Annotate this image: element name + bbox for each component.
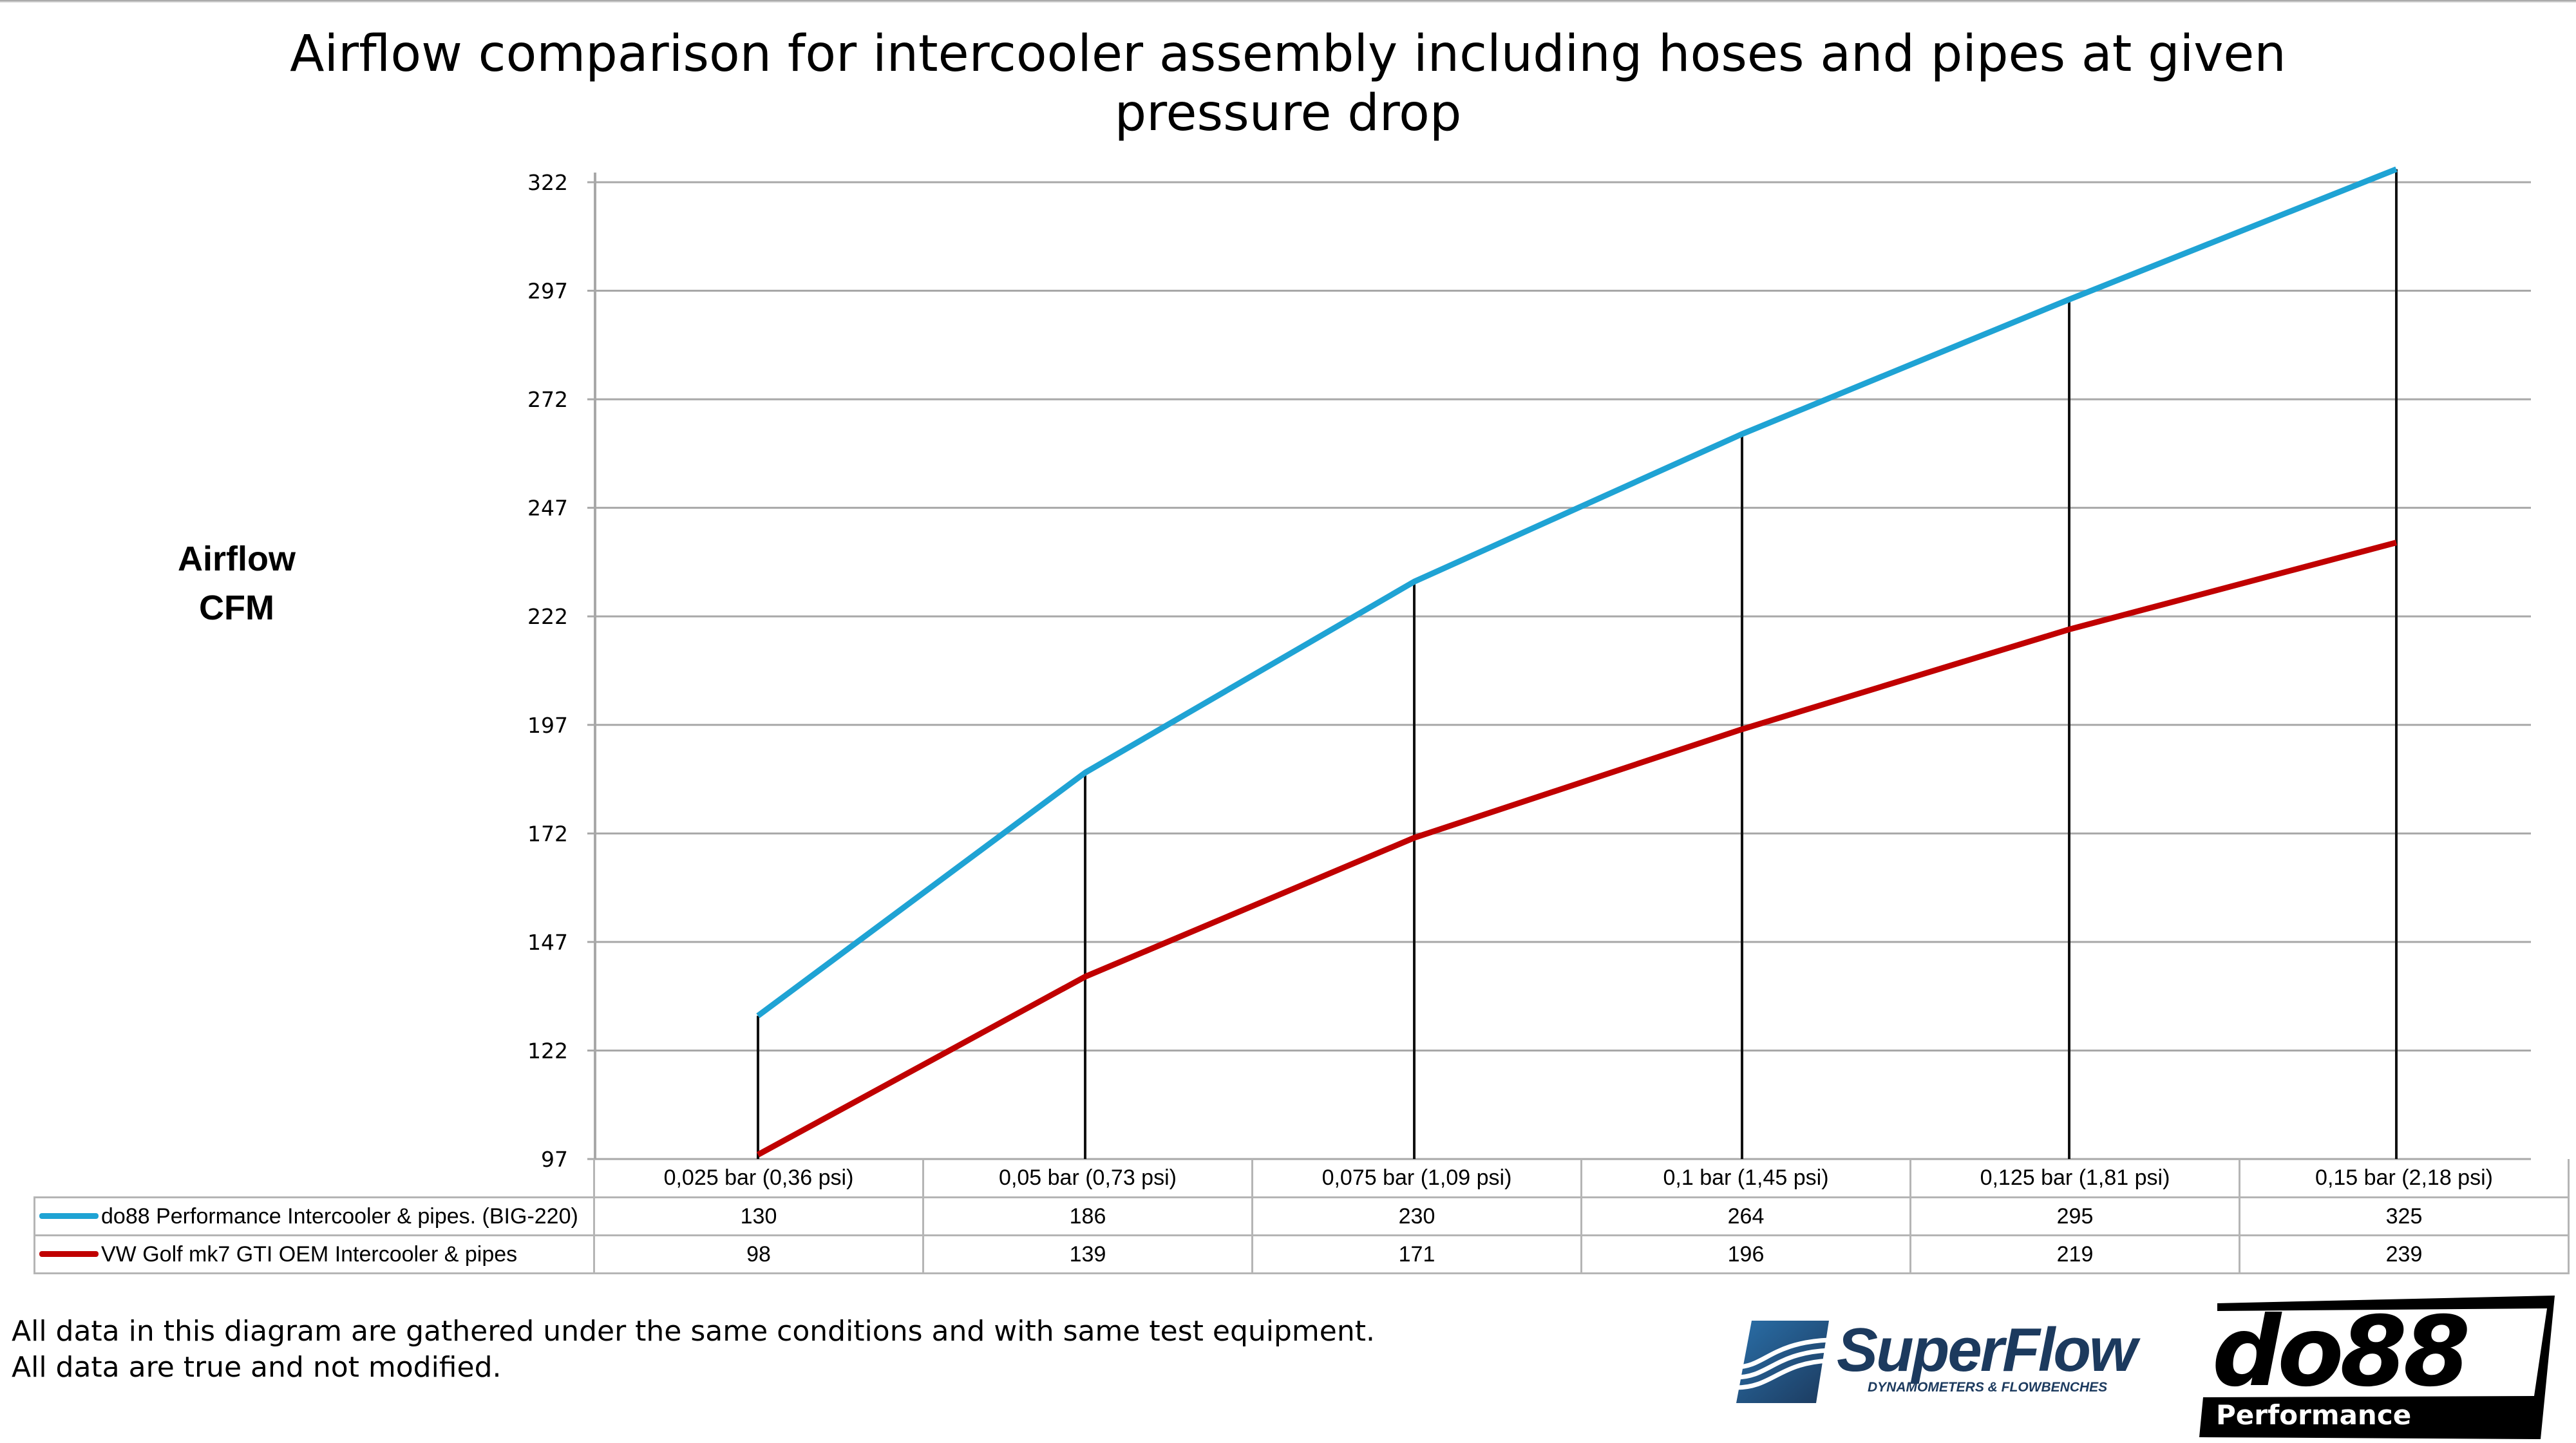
do88-tagline: Performance <box>2216 1399 2412 1431</box>
y-tick-label: 122 <box>527 1038 568 1063</box>
legend-entry-oem: VW Golf mk7 GTI OEM Intercooler & pipes <box>33 1234 595 1274</box>
chart-title: Airflow comparison for intercooler assem… <box>0 24 2576 143</box>
disclaimer-line2: All data are true and not modified. <box>12 1351 502 1384</box>
y-tick-label: 297 <box>527 279 568 304</box>
table-header-cell: 0,075 bar (1,09 psi) <box>1251 1159 1582 1198</box>
superflow-logo: SuperFlow DYNAMOMETERS & FLOWBENCHES <box>1732 1317 2137 1407</box>
table-corner <box>34 1159 595 1198</box>
y-tick-label: 222 <box>527 604 568 629</box>
y-tick-label: 172 <box>527 821 568 846</box>
table-header-cell: 0,025 bar (0,36 psi) <box>593 1159 924 1198</box>
do88-logo: do88 Performance <box>2199 1294 2557 1439</box>
drop-lines <box>757 169 2398 1159</box>
y-axis-label-line2: CFM <box>199 589 274 627</box>
table-header-cell: 0,15 bar (2,18 psi) <box>2239 1159 2570 1198</box>
table-cell: 171 <box>1251 1234 1582 1274</box>
disclaimer: All data in this diagram are gathered un… <box>12 1314 1375 1386</box>
table-cell: 230 <box>1251 1196 1582 1236</box>
legend-swatch-red <box>39 1251 99 1258</box>
table-cell: 130 <box>593 1196 924 1236</box>
y-tick-label: 147 <box>527 930 568 955</box>
superflow-tagline: DYNAMOMETERS & FLOWBENCHES <box>1868 1380 2108 1395</box>
series-line-do88 <box>756 166 2398 1019</box>
y-tick-label: 272 <box>527 387 568 412</box>
table-header-cell: 0,1 bar (1,45 psi) <box>1580 1159 1911 1198</box>
gridlines <box>587 181 2531 1160</box>
data-series <box>756 166 2398 1158</box>
table-cell: 186 <box>922 1196 1253 1236</box>
disclaimer-line1: All data in this diagram are gathered un… <box>12 1315 1375 1348</box>
table-cell: 325 <box>2239 1196 2570 1236</box>
table-cell: 239 <box>2239 1234 2570 1274</box>
table-header-cell: 0,125 bar (1,81 psi) <box>1909 1159 2240 1198</box>
table-header-cell: 0,05 bar (0,73 psi) <box>922 1159 1253 1198</box>
table-cell: 295 <box>1909 1196 2240 1236</box>
series-line-oem <box>756 540 2398 1158</box>
table-cell: 219 <box>1909 1234 2240 1274</box>
legend-label: VW Golf mk7 GTI OEM Intercooler & pipes <box>101 1241 518 1267</box>
table-cell: 264 <box>1580 1196 1911 1236</box>
do88-frame-icon <box>2199 1296 2555 1439</box>
table-cell: 196 <box>1580 1234 1911 1274</box>
y-tick-label: 197 <box>527 713 568 738</box>
table-header-row: 0,025 bar (0,36 psi) 0,05 bar (0,73 psi)… <box>34 1159 2570 1198</box>
table-cell: 98 <box>593 1234 924 1274</box>
legend-swatch-blue <box>39 1213 99 1220</box>
do88-wordmark: do88 <box>2212 1296 2470 1408</box>
chart-title-line1: Airflow comparison for intercooler assem… <box>290 25 2286 83</box>
y-tick-label: 322 <box>527 170 568 195</box>
legend-entry-do88: do88 Performance Intercooler & pipes. (B… <box>33 1196 595 1236</box>
legend-label: do88 Performance Intercooler & pipes. (B… <box>101 1203 578 1229</box>
data-table: 0,025 bar (0,36 psi) 0,05 bar (0,73 psi)… <box>33 1159 2570 1274</box>
y-axis-label-line1: Airflow <box>178 540 296 578</box>
table-cell: 139 <box>922 1234 1253 1274</box>
table-row: do88 Performance Intercooler & pipes. (B… <box>33 1196 2570 1236</box>
y-tick-label: 247 <box>527 496 568 521</box>
table-row: VW Golf mk7 GTI OEM Intercooler & pipes … <box>33 1234 2570 1274</box>
y-axis-label: Airflow CFM <box>148 534 325 632</box>
top-border <box>0 0 2576 3</box>
superflow-wave-icon <box>1736 1321 1830 1403</box>
chart-title-line2: pressure drop <box>1114 84 1462 142</box>
superflow-wordmark: SuperFlow <box>1837 1316 2137 1384</box>
